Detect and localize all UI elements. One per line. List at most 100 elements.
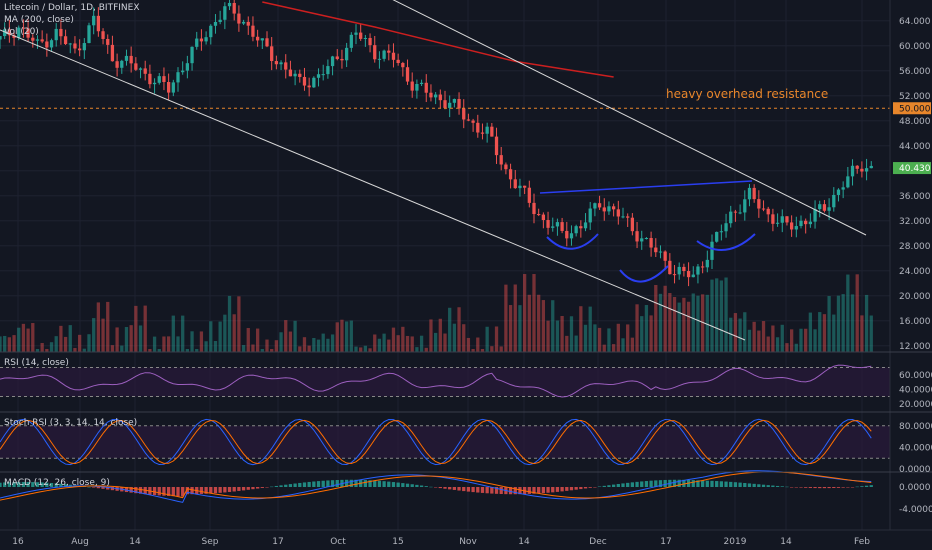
macd-histogram-bar: [302, 482, 307, 487]
macd-histogram-bar: [157, 487, 161, 496]
candle-body: [443, 100, 447, 108]
volume-bar: [551, 300, 555, 352]
macd-histogram-bar: [326, 480, 330, 487]
volume-bar: [106, 301, 110, 352]
macd-histogram-bar: [864, 485, 869, 487]
macd-histogram-bar: [569, 487, 574, 491]
volume-bar: [270, 349, 274, 352]
volume-bar: [260, 349, 264, 352]
macd-histogram-bar: [640, 481, 644, 487]
volume-bar: [611, 344, 616, 352]
candle-body: [579, 226, 583, 229]
volume-bar: [326, 338, 330, 352]
price-tick-label: 12.000: [899, 342, 931, 352]
volume-bar: [387, 339, 391, 352]
volume-bar: [223, 314, 227, 352]
macd-histogram-bar: [391, 482, 396, 487]
macd-histogram-bar: [757, 484, 761, 487]
volume-bar: [452, 323, 457, 352]
volume-bar: [808, 312, 813, 352]
candle-body: [49, 40, 54, 48]
candle-body: [101, 31, 105, 39]
volume-bar: [12, 335, 16, 352]
candle-body: [733, 211, 738, 213]
macd-histogram-bar: [31, 482, 35, 487]
candle-body: [546, 220, 550, 228]
macd-histogram-bar: [626, 482, 630, 487]
volume-bar: [541, 300, 546, 352]
volume-bar: [0, 336, 2, 352]
candle-body: [574, 226, 578, 234]
volume-bar: [419, 335, 424, 352]
volume-bar: [644, 305, 649, 352]
candle-body: [569, 233, 574, 239]
candle-body: [373, 45, 377, 60]
price-tick-label: 44.000: [899, 142, 931, 152]
volume-bar: [813, 329, 817, 352]
resistance-annotation: heavy overhead resistance: [666, 87, 829, 101]
candle-body: [799, 220, 803, 227]
volume-bar: [513, 284, 517, 352]
candle-body: [31, 37, 35, 41]
time-tick-label: Aug: [71, 537, 89, 547]
candle-body: [265, 38, 269, 47]
ma200-line: [262, 1, 614, 78]
candle-body: [363, 37, 368, 39]
volume-bar: [846, 274, 850, 352]
macd-histogram-bar: [344, 479, 349, 487]
volume-bar: [368, 348, 372, 352]
volume-bar: [555, 320, 560, 352]
volume-bar: [752, 321, 756, 352]
macd-histogram-bar: [541, 487, 546, 494]
macd-histogram-bar: [630, 482, 635, 487]
macd-histogram-bar: [21, 481, 26, 487]
candle-body: [555, 222, 560, 227]
time-tick-label: Dec: [589, 537, 606, 547]
candle-body: [35, 39, 40, 41]
candle-body: [466, 119, 471, 121]
candle-body: [246, 21, 250, 26]
candle-body: [504, 164, 508, 170]
macd-histogram-bar: [527, 487, 531, 494]
candle-body: [45, 41, 49, 48]
candle-body: [124, 55, 129, 61]
candle-body: [532, 202, 536, 215]
time-tick-label: 14: [780, 537, 792, 547]
volume-bar: [148, 349, 152, 352]
volume-bar: [73, 348, 77, 352]
volume-bar: [199, 331, 204, 352]
price-tick-label: 64.000: [899, 17, 931, 27]
candle-body: [419, 82, 424, 84]
volume-bar: [401, 326, 405, 352]
rsi-label: RSI (14, close): [4, 358, 69, 368]
candle-body: [143, 68, 147, 74]
volume-bar: [729, 317, 733, 352]
macd-histogram-bar: [719, 481, 724, 487]
price-tick-label: 20.000: [899, 292, 931, 302]
volume-bar: [340, 319, 344, 352]
volume-bar: [17, 327, 21, 352]
candle-body: [63, 36, 68, 45]
volume-bar: [354, 346, 358, 352]
candle-body: [368, 37, 372, 46]
candle-body: [312, 77, 316, 88]
volume-bar: [26, 328, 30, 352]
candle-body: [96, 15, 101, 32]
volume-bar: [691, 293, 695, 352]
macd-histogram-bar: [804, 487, 808, 488]
candle-body: [26, 28, 30, 38]
candle-body: [785, 216, 789, 223]
candle-body: [321, 74, 325, 76]
time-tick-label: Oct: [330, 537, 346, 547]
volume-bar: [302, 337, 307, 352]
candle-body: [551, 226, 555, 228]
candle-body: [827, 207, 831, 211]
candle-body: [377, 58, 382, 60]
candle-body: [457, 98, 461, 109]
candle-body: [621, 216, 625, 218]
volume-bar: [593, 324, 597, 352]
candle-body: [284, 62, 288, 70]
candle-body: [152, 82, 157, 85]
